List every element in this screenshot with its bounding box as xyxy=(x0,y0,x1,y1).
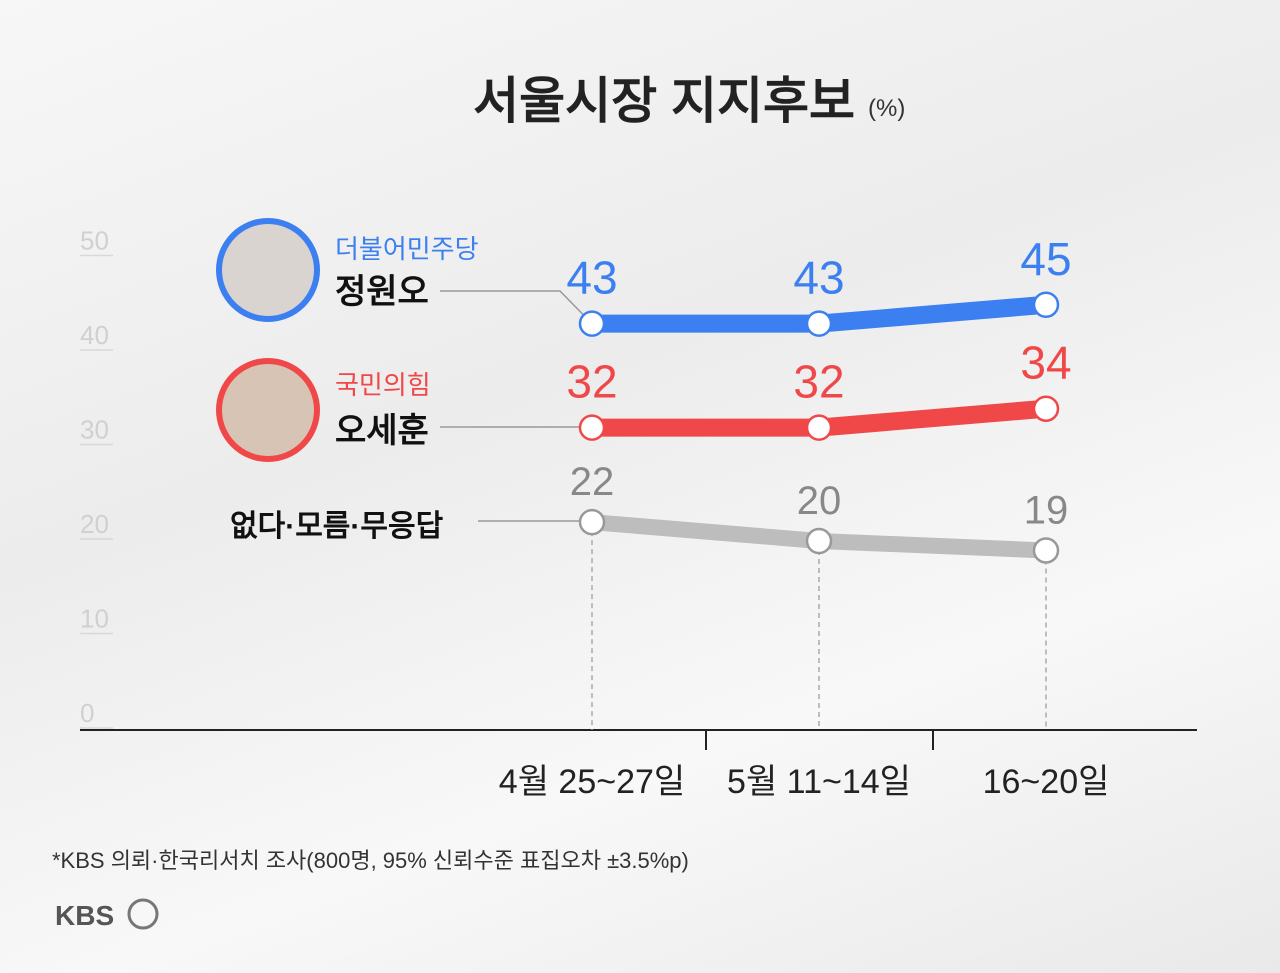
legend-party: 더불어민주당 xyxy=(335,234,479,264)
legend-label: 없다·모름·무응답 xyxy=(230,510,444,543)
x-tick-label: 4월 25~27일 xyxy=(499,763,685,801)
value-label: 45 xyxy=(1020,233,1071,285)
y-tick-label: 30 xyxy=(80,415,109,445)
data-point xyxy=(1032,291,1060,318)
y-tick-label: 20 xyxy=(80,509,109,539)
unit-label: (%) xyxy=(868,95,905,122)
logo: KBS xyxy=(55,900,114,931)
chart-title: 서울시장 지지후보 xyxy=(473,73,855,129)
value-label: 32 xyxy=(566,356,617,408)
legend-party: 국민의힘 xyxy=(335,370,431,400)
legend-label: 오세훈 xyxy=(335,412,429,450)
data-point xyxy=(805,310,833,337)
value-label: 43 xyxy=(793,252,844,304)
value-label: 32 xyxy=(793,356,844,408)
data-point xyxy=(805,527,833,555)
value-label: 34 xyxy=(1020,337,1071,389)
photo xyxy=(222,224,314,316)
y-tick-label: 10 xyxy=(80,604,109,634)
data-point xyxy=(578,310,606,337)
footnote: *KBS 의뢰·한국리서치 조사(800명, 95% 신뢰수준 표집오차 ±3.… xyxy=(52,848,689,873)
value-label: 20 xyxy=(797,479,842,523)
data-point xyxy=(805,414,833,441)
leader-line xyxy=(440,290,593,325)
y-tick-label: 0 xyxy=(80,698,94,728)
x-tick-label: 16~20일 xyxy=(983,763,1110,801)
value-label: 43 xyxy=(566,252,617,304)
photo xyxy=(222,364,314,456)
legend-label: 정원오 xyxy=(335,273,429,311)
value-label: 22 xyxy=(570,460,615,504)
x-tick-label: 5월 11~14일 xyxy=(727,763,911,801)
value-label: 19 xyxy=(1024,488,1069,532)
y-tick-label: 40 xyxy=(80,320,109,350)
data-point xyxy=(578,508,606,536)
data-point xyxy=(1032,537,1060,564)
data-point xyxy=(1032,395,1060,422)
data-point xyxy=(578,414,606,441)
y-tick-label: 50 xyxy=(80,226,109,256)
logo-mark xyxy=(127,898,159,930)
